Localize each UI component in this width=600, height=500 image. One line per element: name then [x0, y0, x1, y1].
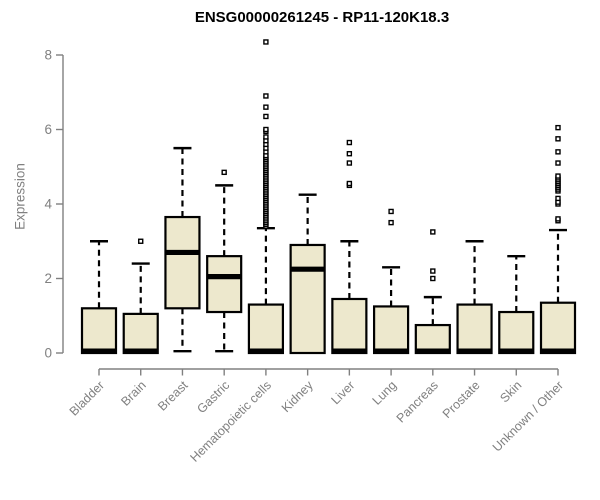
x-axis-label-hematopoietic-cells: Hematopoietic cells [187, 378, 274, 465]
x-axis-label-pancreas: Pancreas [394, 378, 441, 425]
outlier-point [263, 113, 269, 120]
outlier-point [555, 173, 561, 179]
iqr-box [80, 307, 118, 355]
x-axis-label-bladder: Bladder [67, 378, 107, 418]
outlier-point [346, 139, 353, 146]
x-axis-label-prostate: Prostate [440, 378, 483, 421]
boxplot-group-liver [331, 139, 368, 355]
x-axis-label-brain: Brain [118, 378, 149, 409]
iqr-box [414, 323, 451, 355]
outlier-point [555, 160, 561, 166]
iqr-box [539, 301, 577, 355]
outlier-point [138, 238, 144, 244]
x-axis-label-lung: Lung [370, 378, 400, 408]
outlier-point [346, 151, 353, 157]
boxplot-group-prostate [456, 240, 493, 355]
x-axis-label-skin: Skin [497, 378, 524, 405]
x-axis-label-gastric: Gastric [194, 378, 232, 416]
y-axis-tick-label: 6 [44, 122, 52, 137]
iqr-box [289, 243, 326, 355]
x-axis-label-unknown-other: Unknown / Other [490, 378, 566, 454]
outlier-point [388, 219, 394, 226]
y-axis-tick-label: 4 [44, 197, 52, 212]
boxplot-group-pancreas [414, 229, 451, 355]
boxplot-group-kidney [289, 193, 326, 355]
boxplot-group-bladder [80, 240, 118, 355]
y-axis-tick-label: 2 [44, 271, 52, 286]
iqr-box [498, 310, 535, 355]
outlier-point [555, 124, 561, 131]
iqr-box [331, 297, 368, 355]
outlier-point [430, 268, 436, 274]
boxplot-group-brain [122, 238, 159, 355]
outlier-point [555, 136, 561, 142]
outlier-point [430, 275, 436, 282]
boxplot-group-gastric [206, 169, 243, 353]
y-axis-tick-label: 8 [44, 48, 52, 63]
iqr-box [206, 255, 243, 314]
outlier-point [555, 195, 561, 202]
outlier-point [388, 208, 394, 215]
x-axis-label-breast: Breast [155, 378, 191, 414]
outlier-point [263, 126, 269, 133]
boxplot-group-skin [498, 254, 535, 355]
boxplot-group-hematopoietic-cells [247, 39, 285, 355]
iqr-box [372, 305, 410, 355]
y-axis-tick-label: 0 [44, 346, 52, 361]
outlier-point [263, 39, 269, 45]
outlier-point [430, 229, 436, 235]
iqr-box [122, 312, 159, 355]
chart-title: ENSG00000261245 - RP11-120K18.3 [194, 9, 450, 26]
outlier-point [263, 104, 269, 110]
boxplot-group-unknown-other [539, 124, 577, 355]
x-axis-label-kidney: Kidney [279, 378, 316, 415]
outlier-point [555, 149, 561, 155]
iqr-box [164, 215, 201, 310]
iqr-box [247, 303, 285, 355]
outlier-point [221, 169, 227, 176]
outlier-point [263, 134, 269, 140]
boxplot-group-lung [372, 208, 410, 355]
boxplot-group-breast [164, 146, 201, 353]
outlier-point [263, 93, 269, 99]
outlier-point [346, 160, 353, 166]
outlier-point [346, 180, 353, 187]
x-axis-label-liver: Liver [328, 378, 357, 407]
outlier-point [555, 216, 561, 222]
iqr-box [456, 303, 493, 355]
